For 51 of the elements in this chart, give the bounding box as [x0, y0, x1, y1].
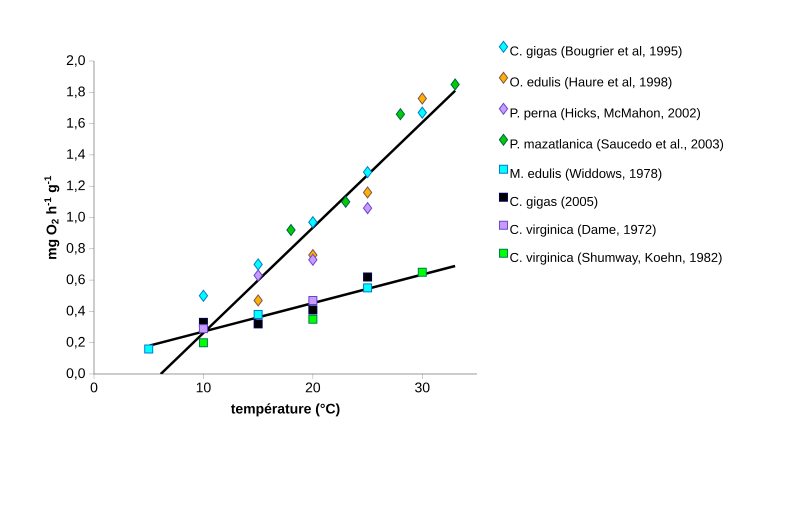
- point: [198, 324, 208, 334]
- y-tick-label: 2,0: [66, 55, 85, 67]
- point: [254, 294, 263, 306]
- point: [362, 166, 372, 178]
- point: [308, 296, 318, 305]
- point: [198, 338, 208, 348]
- y-axis-title: mg O$_{2}$ h$^{-1}$ g$^{-1}$: [44, 176, 60, 259]
- x-tick-label: 20: [306, 382, 320, 392]
- y-tick-label: 1,2: [67, 180, 85, 192]
- point: [254, 310, 263, 320]
- point: [341, 196, 350, 208]
- point: [450, 78, 460, 90]
- point: [286, 224, 296, 236]
- point: [144, 344, 154, 354]
- point: [418, 268, 427, 277]
- point: [198, 290, 208, 302]
- y-tick-label: 0,0: [66, 368, 85, 380]
- y-tick-label: 0,2: [66, 336, 85, 348]
- y-tick-label: 0,6: [66, 274, 85, 286]
- legend-label: C. virginica (Shumway, Koehn, 1982): [510, 252, 722, 265]
- legend-label: C. gigas (Bougrier et al, 1995): [510, 46, 682, 58]
- point: [418, 92, 427, 105]
- legend-label: P. perna (Hicks, McMahon, 2002): [510, 108, 700, 120]
- point: [308, 254, 318, 266]
- point: [363, 283, 372, 292]
- point: [396, 108, 406, 120]
- point: [418, 106, 427, 119]
- legend-label: P. mazatlanica (Saucedo et al., 2003): [510, 139, 724, 152]
- y-tick-label: 0,4: [66, 306, 86, 318]
- point: [308, 314, 318, 324]
- point: [363, 272, 372, 282]
- point: [308, 305, 318, 314]
- legend-label: C. gigas (2005): [510, 196, 598, 209]
- y-tick-label: 1,6: [67, 118, 85, 130]
- y-tick-label: 1,8: [67, 86, 85, 98]
- point: [362, 186, 372, 198]
- legend-label: M. edulis (Widdows, 1978): [510, 168, 662, 181]
- x-axis-title: température (°C): [230, 403, 340, 416]
- x-tick-label: 30: [415, 382, 430, 392]
- y-tick-label: 0,8: [66, 243, 85, 255]
- point: [254, 258, 263, 270]
- point: [254, 269, 263, 282]
- point: [254, 319, 263, 328]
- point: [362, 202, 372, 214]
- point: [308, 216, 318, 228]
- x-tick-label: 10: [196, 382, 211, 392]
- y-tick-label: 1,0: [67, 212, 85, 224]
- x-tick-label: 0: [90, 382, 98, 392]
- legend-label: O. edulis (Haure et al, 1998): [510, 77, 672, 90]
- y-tick-label: 1,4: [67, 149, 86, 161]
- legend-label: C. virginica (Dame, 1972): [510, 224, 656, 237]
